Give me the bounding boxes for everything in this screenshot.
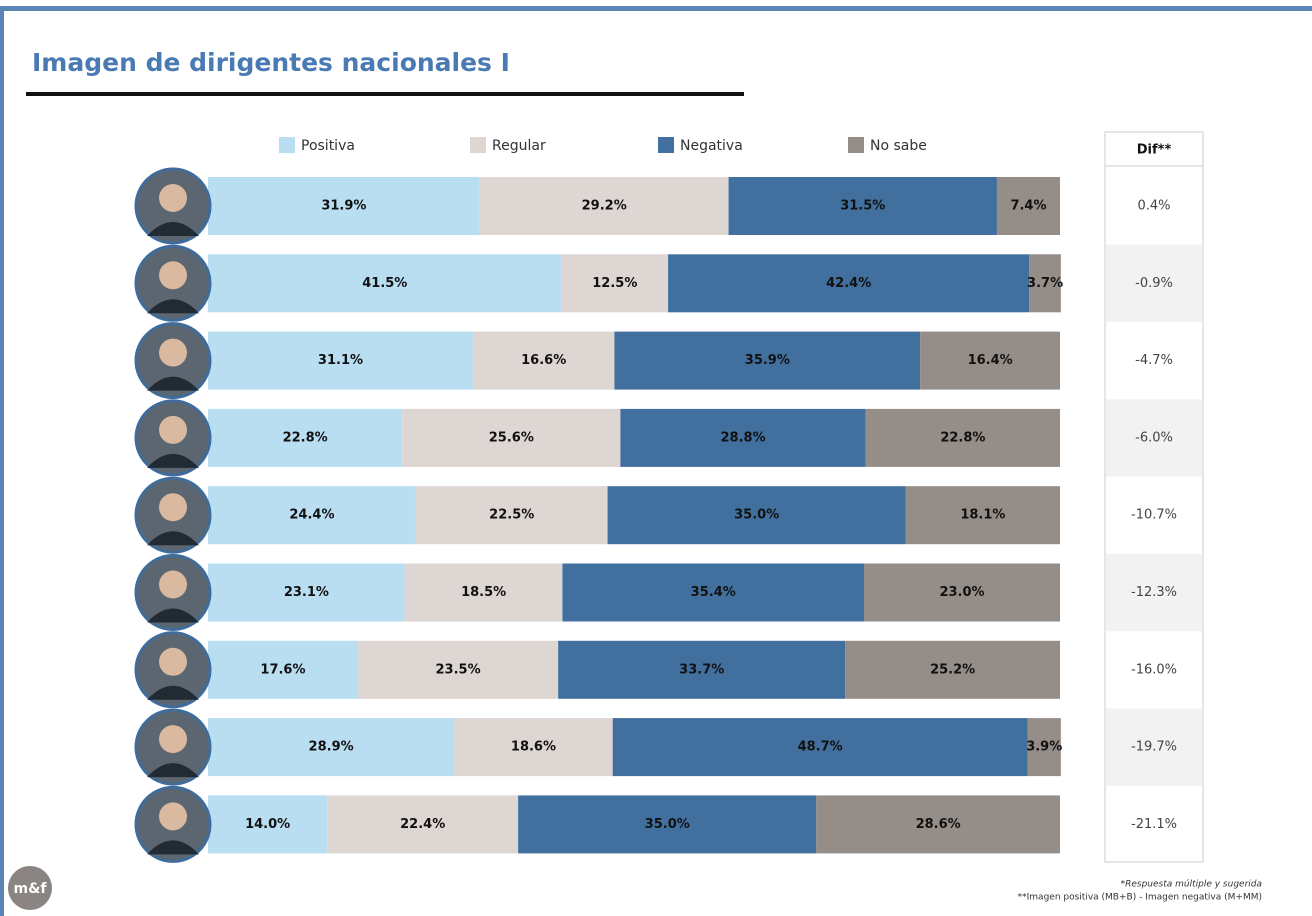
data-label: 42.4% — [826, 276, 871, 291]
dif-label: -19.7% — [1131, 740, 1177, 755]
data-label: 24.4% — [289, 508, 334, 523]
data-label: 3.9% — [1026, 740, 1062, 755]
footnote: *Respuesta múltiple y sugerida — [1121, 880, 1262, 890]
data-label: 22.8% — [940, 430, 985, 445]
portrait-head — [159, 493, 187, 521]
logo: m&f — [14, 881, 48, 897]
portrait-head — [159, 648, 187, 676]
data-label: 41.5% — [362, 276, 407, 291]
legend-swatch — [848, 137, 864, 153]
legend-swatch — [279, 137, 295, 153]
chart-title: Imagen de dirigentes nacionales I — [32, 48, 510, 77]
data-label: 18.6% — [511, 740, 556, 755]
data-label: 28.9% — [309, 740, 354, 755]
legend-swatch — [658, 137, 674, 153]
data-label: 35.0% — [734, 508, 779, 523]
legend-label: Regular — [492, 138, 546, 154]
portrait-head — [159, 184, 187, 212]
data-label: 31.5% — [840, 199, 885, 214]
legend-label: Negativa — [680, 138, 743, 154]
top-border — [0, 6, 1312, 11]
data-label: 7.4% — [1010, 199, 1046, 214]
legend-label: Positiva — [301, 138, 355, 154]
data-label: 22.5% — [489, 508, 534, 523]
dif-label: -21.1% — [1131, 817, 1177, 832]
dif-label: 0.4% — [1137, 199, 1170, 214]
data-label: 3.7% — [1027, 276, 1063, 291]
dif-header: Dif** — [1137, 143, 1172, 158]
portrait-head — [159, 261, 187, 289]
portrait-head — [159, 725, 187, 753]
portrait-head — [159, 339, 187, 367]
portrait-head — [159, 416, 187, 444]
data-label: 25.2% — [930, 662, 975, 677]
data-label: 16.4% — [968, 353, 1013, 368]
legend-swatch — [470, 137, 486, 153]
data-label: 17.6% — [260, 662, 305, 677]
data-label: 31.1% — [318, 353, 363, 368]
data-label: 12.5% — [592, 276, 637, 291]
dif-label: -16.0% — [1131, 662, 1177, 677]
data-label: 23.5% — [436, 662, 481, 677]
data-label: 35.0% — [645, 817, 690, 832]
data-label: 18.5% — [461, 585, 506, 600]
data-label: 23.1% — [284, 585, 329, 600]
data-label: 16.6% — [521, 353, 566, 368]
data-label: 28.8% — [721, 430, 766, 445]
dif-label: -6.0% — [1135, 430, 1173, 445]
left-border — [0, 6, 4, 916]
data-label: 31.9% — [321, 199, 366, 214]
dif-label: -12.3% — [1131, 585, 1177, 600]
data-label: 35.4% — [691, 585, 736, 600]
dif-label: -10.7% — [1131, 508, 1177, 523]
data-label: 25.6% — [489, 430, 534, 445]
data-label: 23.0% — [939, 585, 984, 600]
data-label: 14.0% — [245, 817, 290, 832]
portrait-head — [159, 571, 187, 599]
title-underline — [26, 92, 744, 96]
data-label: 48.7% — [798, 740, 843, 755]
dif-label: -4.7% — [1135, 353, 1173, 368]
footnote: **Imagen positiva (MB+B) - Imagen negati… — [1018, 893, 1262, 903]
portrait-head — [159, 802, 187, 830]
data-label: 33.7% — [679, 662, 724, 677]
data-label: 18.1% — [960, 508, 1005, 523]
data-label: 35.9% — [745, 353, 790, 368]
data-label: 22.4% — [400, 817, 445, 832]
legend-label: No sabe — [870, 138, 927, 154]
data-label: 28.6% — [916, 817, 961, 832]
slide: Imagen de dirigentes nacionales I Dif** … — [0, 0, 1312, 916]
data-label: 22.8% — [283, 430, 328, 445]
dif-label: -0.9% — [1135, 276, 1173, 291]
data-label: 29.2% — [582, 199, 627, 214]
